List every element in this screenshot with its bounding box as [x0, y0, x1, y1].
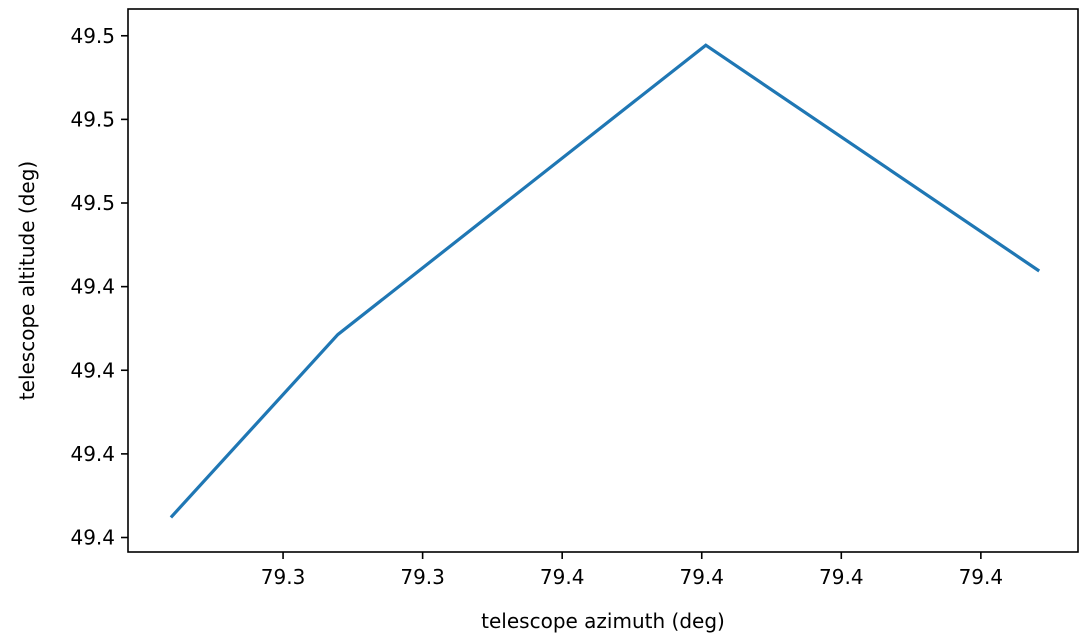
y-axis-label: telescope altitude (deg) — [15, 161, 39, 400]
x-tick-label: 79.4 — [540, 565, 585, 589]
y-tick-label: 49.5 — [70, 191, 115, 215]
x-tick-label: 79.4 — [819, 565, 864, 589]
x-tick-label: 79.4 — [959, 565, 1004, 589]
x-tick-label: 79.3 — [400, 565, 445, 589]
y-tick-label: 49.4 — [70, 526, 115, 550]
x-tick-label: 79.4 — [679, 565, 724, 589]
x-tick-label: 79.3 — [261, 565, 306, 589]
series-group — [169, 43, 1041, 519]
x-axis-ticks: 79.3 79.3 79.4 79.4 79.4 79.4 — [261, 552, 1003, 589]
y-tick-label: 49.4 — [70, 275, 115, 299]
y-tick-label: 49.4 — [70, 442, 115, 466]
y-tick-label: 49.5 — [70, 24, 115, 48]
y-tick-label: 49.5 — [70, 107, 115, 131]
x-axis-label: telescope azimuth (deg) — [481, 609, 725, 633]
y-axis-ticks: 49.4 49.4 49.4 49.4 49.5 49.5 49.5 — [70, 24, 128, 550]
y-tick-label: 49.4 — [70, 358, 115, 382]
series-line — [169, 43, 1041, 519]
plot-frame — [127, 8, 1079, 553]
